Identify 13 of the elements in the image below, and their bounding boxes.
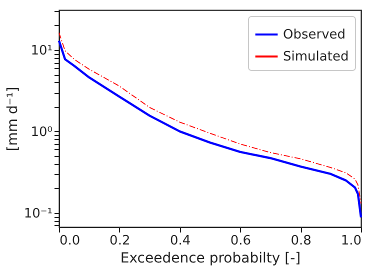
x-tick-label: 0.2: [110, 234, 130, 248]
y-tick-label: 10¹: [30, 44, 52, 59]
legend-label: Observed: [283, 28, 346, 42]
x-tick-label: 0.4: [170, 234, 191, 248]
x-tick-label: 0.0: [60, 234, 80, 248]
y-axis-title: [mm d⁻¹]: [4, 86, 21, 152]
legend-label: Simulated: [283, 50, 349, 64]
x-tick-label: 1.0: [340, 234, 362, 248]
y-tick-label: 10⁰: [30, 124, 52, 140]
x-tick-label: 0.6: [230, 234, 252, 248]
y-tick-label: 10⁻¹: [24, 206, 52, 222]
x-axis-title: Exceedence probabilty [-]: [120, 250, 301, 266]
x-tick-label: 0.8: [290, 234, 312, 248]
